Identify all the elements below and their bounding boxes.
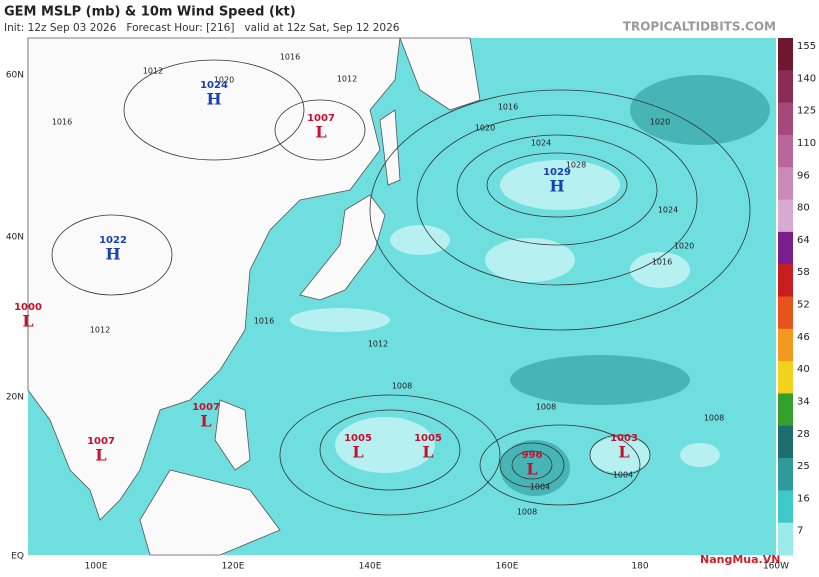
isobar-label: 1024 [658, 206, 678, 215]
lon-label: 100E [85, 562, 108, 572]
colorbar-label: 25 [797, 461, 810, 472]
colorbar-band [778, 458, 793, 491]
isobar-label: 1012 [368, 340, 388, 349]
site-name: TROPICALTIDBITS.COM [623, 20, 776, 34]
colorbar-label: 52 [797, 300, 810, 311]
center-value: 1022 [99, 235, 127, 246]
colorbar-band [778, 70, 793, 104]
colorbar-label: 28 [797, 429, 810, 440]
center-value: 1029 [543, 167, 571, 178]
center-value: 1005 [414, 433, 442, 444]
isobar-label: 1008 [392, 382, 412, 391]
colorbar-band [778, 167, 793, 201]
center-symbol: L [422, 443, 433, 462]
center-value: 1024 [200, 80, 228, 91]
colorbar-band [778, 361, 793, 394]
title: GEM MSLP (mb) & 10m Wind Speed (kt) [4, 5, 296, 20]
lat-label: 60N [6, 71, 24, 81]
center-symbol: L [200, 412, 211, 431]
strong-wind [500, 75, 770, 496]
center-value: 1000 [14, 302, 42, 313]
colorbar-band [778, 328, 793, 362]
colorbar-label: 125 [797, 106, 816, 117]
center-value: 1005 [344, 433, 372, 444]
center-symbol: L [315, 123, 326, 142]
isobar-label: 1008 [704, 414, 724, 423]
isobar-label: 1012 [90, 326, 110, 335]
colorbar-band [778, 231, 793, 265]
isobar-label: 1016 [652, 258, 672, 267]
isobar-label: 1020 [214, 76, 234, 85]
subtitle: Init: 12z Sep 03 2026 Forecast Hour: [21… [4, 22, 400, 34]
isobar-label: 1020 [650, 118, 670, 127]
center-value: 1007 [87, 436, 115, 447]
isobar-label: 1020 [674, 242, 694, 251]
lat-label: 40N [6, 233, 24, 243]
isobar-label: 1008 [536, 403, 556, 412]
center-symbol: H [549, 177, 564, 196]
isobar-label: 1016 [52, 118, 72, 127]
lat-label: 20N [6, 393, 24, 403]
isobars [51, 59, 751, 516]
center-value: 996 [522, 450, 543, 461]
colorbar-label: 34 [797, 396, 810, 407]
isobar-label: 1016 [498, 103, 518, 112]
colorbar-band [778, 38, 793, 71]
isobar-label: 1024 [531, 139, 551, 148]
colorbar-label: 7 [797, 526, 803, 537]
lon-label: 160E [496, 562, 519, 572]
colorbar-band [778, 134, 793, 168]
center-symbol: L [618, 443, 629, 462]
lon-label: 120E [222, 562, 245, 572]
colorbar-label: 58 [797, 267, 810, 278]
center-symbol: H [206, 90, 221, 109]
isobar-label: 1004 [530, 483, 550, 492]
colorbar-band [778, 199, 793, 233]
isobar-label: 1012 [337, 75, 357, 84]
colorbar-band [778, 102, 793, 136]
calm-areas [290, 160, 720, 473]
isobar-label: 1028 [566, 161, 586, 170]
center-symbol: L [22, 312, 33, 331]
colorbar-label: 64 [797, 235, 810, 246]
colorbar-band [778, 425, 793, 459]
lon-label: 140E [359, 562, 382, 572]
isobar-label: 1008 [517, 508, 537, 517]
isobar-label: 1012 [143, 67, 163, 76]
colorbar-band [778, 522, 793, 556]
center-symbol: L [352, 443, 363, 462]
colorbar-label: 155 [797, 41, 816, 52]
lon-label: 180 [631, 562, 648, 572]
watermark: NangMua.VN [700, 553, 780, 566]
center-value: 1003 [610, 433, 638, 444]
colorbar-band [778, 264, 793, 297]
colorbar-band [778, 296, 793, 330]
colorbar-label: 46 [797, 332, 810, 343]
colorbar-band [778, 393, 793, 427]
isobar-label: 1020 [475, 124, 495, 133]
map-area [27, 37, 776, 556]
colorbar-label: 16 [797, 493, 810, 504]
colorbar-label: 140 [797, 73, 816, 84]
lat-label: EQ [11, 552, 24, 562]
colorbar-band [778, 490, 793, 524]
center-value: 1007 [307, 113, 335, 124]
center-symbol: L [526, 460, 537, 479]
lon-label: 160W [763, 562, 789, 572]
center-symbol: L [95, 446, 106, 465]
center-value: 1007 [192, 402, 220, 413]
isobar-label: 1016 [254, 317, 274, 326]
isobar-label: 1016 [280, 53, 300, 62]
colorbar-label: 110 [797, 138, 816, 149]
colorbar-label: 80 [797, 203, 810, 214]
isobar-label: 1004 [613, 471, 633, 480]
colorbar-label: 96 [797, 170, 810, 181]
colorbar-label: 40 [797, 364, 810, 375]
center-symbol: H [105, 245, 120, 264]
